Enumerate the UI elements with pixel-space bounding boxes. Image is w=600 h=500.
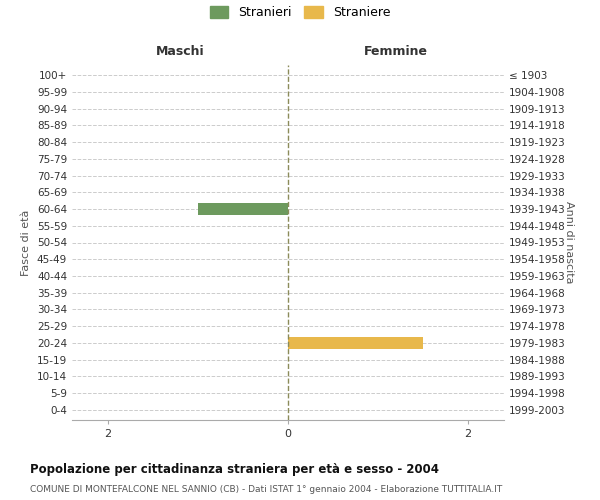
Text: Popolazione per cittadinanza straniera per età e sesso - 2004: Popolazione per cittadinanza straniera p… — [30, 462, 439, 475]
Legend: Stranieri, Straniere: Stranieri, Straniere — [209, 6, 391, 19]
Text: Maschi: Maschi — [155, 45, 205, 58]
Text: COMUNE DI MONTEFALCONE NEL SANNIO (CB) - Dati ISTAT 1° gennaio 2004 - Elaborazio: COMUNE DI MONTEFALCONE NEL SANNIO (CB) -… — [30, 485, 502, 494]
Y-axis label: Anni di nascita: Anni di nascita — [564, 201, 574, 284]
Bar — [198, 202, 288, 215]
Y-axis label: Fasce di età: Fasce di età — [22, 210, 31, 276]
Bar — [288, 336, 423, 349]
Text: Femmine: Femmine — [364, 45, 428, 58]
